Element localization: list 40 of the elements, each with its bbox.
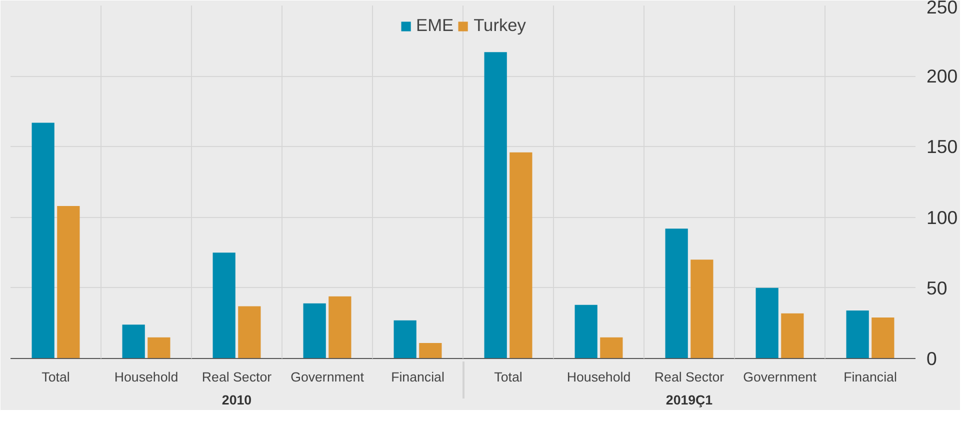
bar xyxy=(484,52,507,358)
y-tick-label: 250 xyxy=(926,0,958,18)
x-tick-label: Total xyxy=(42,370,70,384)
text: 2019Ç1 xyxy=(666,392,714,408)
x-tick-label: Financial xyxy=(844,370,897,384)
bar xyxy=(148,337,170,358)
bar xyxy=(122,324,145,358)
bar xyxy=(756,288,778,358)
legend-label: EME xyxy=(416,15,454,36)
bar xyxy=(665,228,688,358)
bar xyxy=(57,206,80,358)
x-tick-label: Government xyxy=(290,370,364,384)
x-tick-label: Financial xyxy=(391,370,444,384)
x-tick-label: Household xyxy=(566,370,631,384)
legend-label: Turkey xyxy=(474,15,526,36)
y-tick-label: 200 xyxy=(926,66,958,87)
x-tick-label: Government xyxy=(743,370,817,384)
x-tick-label: Real Sector xyxy=(654,370,725,384)
x-tick-label: Total xyxy=(494,370,522,384)
bar xyxy=(510,152,532,358)
bar xyxy=(303,303,326,358)
y-tick-label: 50 xyxy=(926,277,948,298)
bar xyxy=(419,342,442,358)
y-tick-label: 100 xyxy=(926,206,958,228)
bar xyxy=(238,306,261,358)
bar xyxy=(32,122,54,358)
bar xyxy=(872,318,894,358)
text: 2010 xyxy=(222,392,252,408)
x-tick-label: Household xyxy=(114,370,178,384)
bar xyxy=(328,296,352,358)
bar xyxy=(690,260,714,358)
bar xyxy=(574,304,598,358)
x-tick-label: Real Sector xyxy=(202,370,272,384)
y-tick-label: 0 xyxy=(926,348,937,369)
y-tick-label: 150 xyxy=(926,136,958,158)
bar xyxy=(781,313,804,358)
bar xyxy=(394,320,416,358)
bar xyxy=(212,252,236,358)
bar xyxy=(846,310,869,358)
bar xyxy=(600,337,623,358)
